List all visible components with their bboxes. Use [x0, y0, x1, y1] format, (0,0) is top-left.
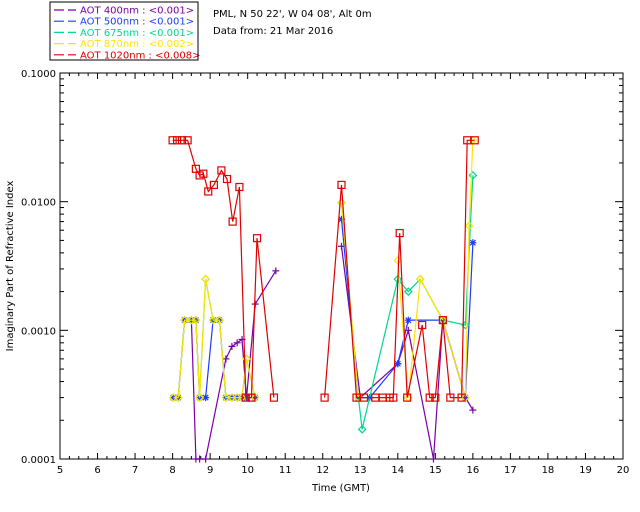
legend-entry: AOT 400nm : <0.001> — [80, 6, 194, 17]
data-point-square — [418, 320, 427, 330]
x-tick-label: 20 — [617, 465, 630, 476]
data-point-square — [470, 136, 479, 145]
data-point-plus — [228, 342, 236, 350]
data-point-diamond — [464, 221, 474, 231]
data-point-diamond — [403, 287, 413, 296]
series-line — [172, 139, 475, 399]
data-point-plus — [222, 355, 230, 363]
x-tick-label: 6 — [94, 465, 100, 476]
x-tick-label: 10 — [241, 465, 254, 476]
x-axis-label: Time (GMT) — [311, 483, 370, 494]
y-tick-label: 0.0010 — [21, 326, 56, 337]
data-point-square — [235, 182, 244, 192]
data-point-square — [395, 228, 404, 238]
x-tick-label: 15 — [429, 465, 442, 476]
x-tick-label: 8 — [169, 465, 175, 476]
y-tick-label: 0.1000 — [21, 69, 56, 80]
data-point-square — [217, 166, 226, 175]
data-point-square — [247, 393, 256, 402]
data-point-diamond — [173, 393, 183, 402]
legend-entry: AOT 675nm : <0.001> — [80, 28, 194, 39]
data-point-square — [403, 393, 412, 402]
legend-entry: AOT 500nm : <0.001> — [80, 17, 194, 28]
data-point-square — [241, 393, 250, 402]
data-point-diamond — [180, 315, 189, 325]
legend-box — [49, 1, 199, 61]
data-point-diamond — [215, 315, 224, 325]
data-point-diamond — [415, 274, 425, 284]
data-point-square — [457, 393, 466, 402]
data-point-plus — [272, 267, 280, 275]
legend-entry: AOT 1020nm : <0.008> — [80, 50, 200, 61]
data-point-square — [431, 393, 440, 402]
data-point-asterisk — [469, 239, 477, 247]
data-point-diamond — [221, 393, 231, 402]
series-line — [190, 246, 474, 460]
x-tick-label: 16 — [466, 465, 479, 476]
y-tick-label: 0.0100 — [21, 198, 56, 209]
data-point-diamond — [393, 255, 403, 265]
x-tick-label: 9 — [207, 465, 213, 476]
data-point-square — [446, 393, 455, 402]
data-point-square — [199, 169, 208, 178]
data-point-square — [438, 316, 447, 325]
data-point-square — [209, 180, 218, 189]
series-line — [173, 140, 474, 399]
data-point-square — [320, 393, 329, 402]
axis-ticks: 5 6 7 8 9 10 11 12 13 14 15 16 17 18 19 20 0.0001 0.0010 0… — [21, 69, 629, 476]
y-tick-label: 0.0001 — [21, 455, 56, 466]
x-tick-label: 12 — [316, 465, 329, 476]
data-point-square — [222, 174, 232, 184]
data-point-square — [177, 136, 187, 145]
data-point-square — [183, 136, 192, 145]
data-point-square — [228, 217, 237, 226]
data-point-asterisk — [404, 316, 412, 324]
data-point-plus — [429, 455, 437, 463]
data-point-plus — [196, 455, 204, 463]
x-tick-label: 19 — [579, 465, 592, 476]
data-point-diamond — [201, 274, 210, 284]
data-point-diamond — [195, 393, 204, 402]
x-tick-label: 17 — [504, 465, 517, 476]
x-tick-label: 13 — [354, 465, 367, 476]
data-point-diamond — [191, 315, 201, 325]
data-point-square — [269, 393, 279, 402]
data-point-square — [389, 393, 398, 402]
data-point-square — [173, 136, 182, 145]
data-point-diamond — [468, 171, 478, 180]
info-location: PML, N 50 22', W 04 08', Alt 0m — [213, 9, 372, 20]
data-point-diamond — [208, 315, 218, 325]
data-point-plus — [202, 455, 210, 463]
x-tick-label: 18 — [542, 465, 555, 476]
data-point-square — [252, 234, 262, 243]
plot-area — [59, 72, 624, 460]
y-axis-label: Imaginary Part of Refractive Index — [5, 181, 16, 352]
data-point-asterisk — [394, 360, 402, 368]
data-point-square — [168, 136, 177, 145]
x-tick-label: 14 — [391, 465, 404, 476]
data-point-square — [359, 393, 369, 402]
x-tick-label: 7 — [132, 465, 138, 476]
legend: AOT 400nm : <0.001>AOT 500nm : <0.001>AO… — [54, 6, 200, 61]
data-point-square — [425, 393, 434, 402]
legend-entry: AOT 870nm : <0.002> — [80, 39, 194, 50]
series-line — [173, 175, 474, 430]
data-point-plus — [469, 406, 477, 414]
data-point-square — [204, 187, 213, 196]
series-line — [173, 219, 474, 399]
x-tick-label: 11 — [279, 465, 292, 476]
data-point-diamond — [357, 425, 367, 434]
x-tick-label: 5 — [57, 465, 63, 476]
series-group — [168, 135, 479, 463]
data-point-diamond — [337, 198, 346, 208]
data-point-plus — [233, 339, 241, 347]
info-date: Data from: 21 Mar 2016 — [213, 26, 333, 37]
data-point-square — [337, 180, 346, 189]
